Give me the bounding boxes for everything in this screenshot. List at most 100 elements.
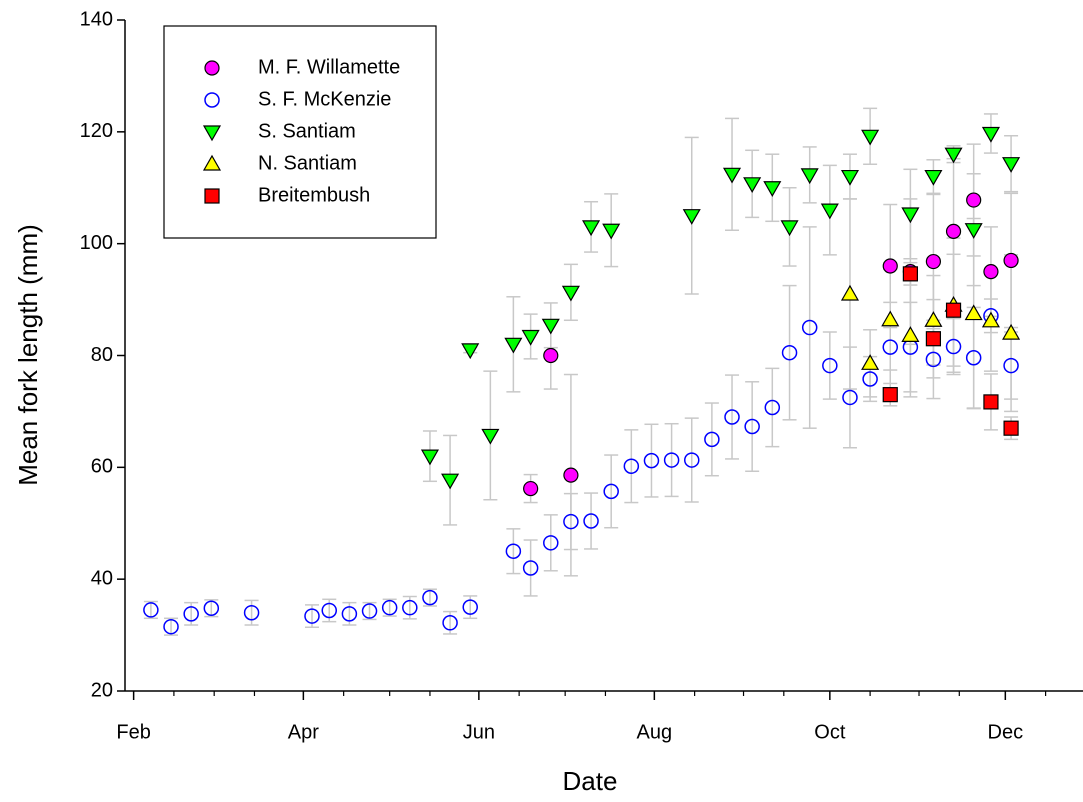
marker: [541, 318, 560, 335]
error-bar: [543, 514, 558, 572]
marker: [361, 603, 378, 619]
y-tick-label: 80: [91, 344, 113, 366]
marker: [143, 602, 159, 618]
marker: [901, 207, 920, 224]
marker: [461, 343, 480, 360]
marker: [925, 331, 942, 347]
marker: [183, 606, 199, 622]
marker: [981, 311, 1000, 328]
marker: [204, 188, 220, 204]
marker: [861, 354, 880, 370]
marker: [983, 264, 999, 280]
error-bar: [164, 617, 179, 636]
marker: [944, 147, 963, 164]
error-bar: [402, 595, 417, 620]
marker: [945, 338, 962, 355]
marker: [862, 371, 878, 387]
legend-label: S. F. McKenzie: [258, 88, 391, 110]
marker: [481, 428, 500, 445]
y-tick-label: 120: [80, 120, 113, 142]
y-tick-label: 40: [91, 567, 113, 589]
error-bar: [382, 598, 397, 617]
y-axis-label: Mean fork length (mm): [13, 224, 43, 486]
marker: [881, 310, 900, 327]
error-bar: [604, 454, 619, 529]
marker: [563, 467, 579, 483]
marker: [925, 351, 942, 368]
legend-label: N. Santiam: [258, 152, 357, 174]
marker: [543, 535, 559, 551]
marker: [381, 599, 398, 616]
marker: [341, 606, 358, 622]
marker: [822, 357, 838, 374]
marker: [442, 615, 458, 631]
marker: [682, 209, 701, 225]
error-bar: [362, 601, 377, 621]
error-bar: [644, 423, 659, 498]
marker: [966, 192, 982, 208]
marker: [623, 458, 640, 474]
marker: [204, 60, 220, 76]
marker: [1003, 357, 1019, 374]
marker: [882, 387, 898, 403]
x-axis-label: Date: [563, 766, 618, 796]
y-tick-label: 60: [91, 456, 113, 478]
marker: [780, 220, 799, 237]
error-bar: [463, 595, 478, 620]
marker: [521, 329, 540, 346]
marker: [704, 431, 720, 448]
marker: [743, 177, 762, 194]
marker: [304, 608, 320, 624]
marker: [965, 349, 982, 366]
error-bar: [745, 381, 760, 472]
marker: [1003, 252, 1019, 269]
marker: [840, 284, 860, 301]
marker: [683, 452, 700, 468]
marker: [924, 311, 943, 327]
error-bar: [322, 598, 337, 623]
marker: [882, 339, 898, 355]
marker: [800, 168, 819, 185]
error-bar: [342, 601, 357, 626]
marker: [983, 394, 999, 410]
marker: [603, 483, 619, 500]
marker: [505, 543, 522, 559]
marker: [744, 418, 760, 435]
marker: [321, 602, 338, 619]
marker: [523, 480, 539, 497]
marker: [945, 302, 962, 318]
marker: [820, 203, 839, 220]
marker: [781, 344, 798, 361]
marker: [202, 154, 222, 171]
marker: [801, 319, 818, 336]
error-bar: [802, 226, 817, 429]
marker: [925, 253, 942, 270]
marker: [243, 604, 260, 621]
y-tick-label: 20: [91, 679, 113, 701]
error-bar: [304, 604, 319, 629]
marker: [202, 125, 222, 142]
marker: [643, 452, 660, 469]
marker: [422, 589, 438, 606]
error-bar: [143, 600, 158, 620]
marker: [543, 347, 559, 364]
marker: [1002, 323, 1021, 340]
marker: [964, 223, 983, 239]
marker: [722, 167, 742, 184]
marker: [522, 560, 539, 576]
legend-label: M. F. Willamette: [258, 56, 400, 78]
error-bar: [422, 588, 437, 607]
legend-label: Breitembush: [258, 184, 370, 206]
marker: [901, 326, 920, 342]
marker: [902, 266, 918, 282]
error-bar: [506, 528, 521, 575]
marker: [561, 285, 580, 302]
y-tick-label: 100: [80, 232, 113, 254]
marker: [583, 513, 599, 529]
marker: [724, 409, 740, 425]
marker: [563, 513, 579, 530]
error-bar: [184, 601, 199, 626]
marker: [441, 473, 460, 490]
legend-label: S. Santiam: [258, 120, 356, 142]
